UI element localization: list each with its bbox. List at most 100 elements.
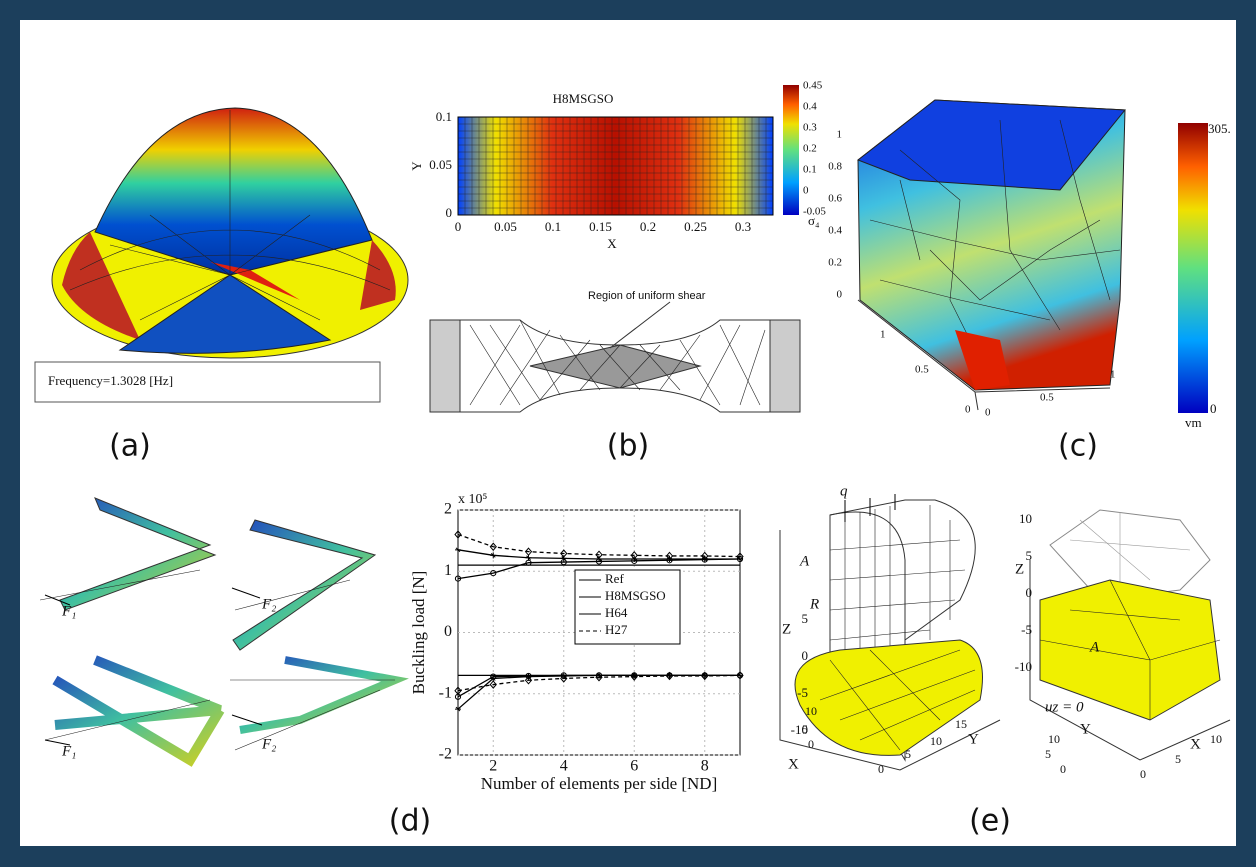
label: 0.2: [828, 257, 842, 269]
label: 0.1: [436, 109, 452, 124]
label: 0: [455, 219, 462, 234]
force-label: F₂: [261, 596, 276, 612]
grip: [770, 320, 800, 412]
label: 0.05: [494, 219, 517, 234]
label: -10: [1015, 659, 1032, 674]
caption: (e): [969, 804, 1011, 839]
label: 0.3: [803, 122, 817, 134]
label: R: [809, 596, 819, 612]
label: 10: [930, 734, 942, 748]
colorbar-bottom: 0: [1210, 401, 1217, 416]
exponent: x 10⁵: [458, 492, 488, 507]
label: A: [1089, 639, 1100, 655]
label: 0.4: [803, 101, 817, 113]
plot-title: H8MSGSO: [553, 91, 614, 106]
label: Y: [1080, 721, 1091, 737]
label: -5: [1021, 622, 1032, 637]
force-label: F₂: [261, 736, 276, 752]
y-axis-label: Buckling load [N]: [409, 571, 428, 695]
x-tick-label: 6: [630, 758, 638, 775]
colorbar-top: 305.: [1208, 121, 1231, 136]
label: 0: [446, 205, 453, 220]
label: 5: [802, 611, 809, 626]
label: 0.5: [1040, 392, 1054, 404]
label: 10: [1048, 732, 1060, 746]
legend-label: H27: [605, 622, 628, 637]
label: 0: [1140, 767, 1146, 781]
caption: (a): [109, 429, 151, 464]
y-tick-label: 1: [444, 562, 452, 579]
label: 10: [1210, 732, 1222, 746]
label: 0: [878, 762, 884, 776]
label: 5: [802, 722, 808, 736]
label: 0: [803, 185, 809, 197]
frequency-label: Frequency=1.3028 [Hz]: [48, 373, 173, 388]
label: 0: [808, 737, 814, 751]
grip: [430, 320, 460, 412]
caption: (d): [389, 804, 431, 839]
label: 0.15: [589, 219, 612, 234]
label: 5: [905, 747, 911, 761]
force-label: F₁: [61, 603, 76, 619]
legend-label: H64: [605, 605, 628, 620]
label: 0: [802, 648, 809, 663]
label: A: [799, 553, 810, 569]
y-label: Y: [409, 161, 424, 171]
x-tick-label: 2: [489, 758, 497, 775]
colorbar: [783, 85, 799, 215]
label: 0.05: [429, 157, 452, 172]
label: 0: [965, 404, 971, 416]
label: -5: [797, 685, 808, 700]
label: Y: [968, 731, 979, 747]
label: 0.45: [803, 80, 823, 92]
y-tick-label: 2: [444, 501, 452, 518]
y-tick-label: -2: [439, 746, 452, 763]
legend-box: [575, 570, 680, 644]
colorbar: [1178, 123, 1208, 413]
x-tick-label: 8: [701, 758, 709, 775]
label: -0.05: [803, 206, 826, 218]
label: 0.4: [828, 225, 842, 237]
label: 0: [1026, 585, 1033, 600]
label: 0.5: [915, 364, 929, 376]
label: 15: [955, 717, 967, 731]
label: X: [1190, 736, 1201, 752]
label: 5: [1045, 747, 1051, 761]
label: 0.1: [545, 219, 561, 234]
x-label: X: [607, 236, 617, 251]
label: 5: [1175, 752, 1181, 766]
label: 10: [805, 704, 817, 718]
colorbar-label: vm: [1185, 415, 1202, 430]
label: X: [788, 756, 799, 772]
y-tick-label: 0: [444, 623, 452, 640]
legend-label: Ref: [605, 571, 624, 586]
label: 0.1: [803, 164, 817, 176]
caption: (c): [1058, 429, 1098, 464]
region-label: Region of uniform shear: [588, 290, 706, 302]
label: 0.8: [828, 161, 842, 173]
label: q: [840, 483, 848, 499]
label: 0.6: [828, 193, 842, 205]
x-axis-label: Number of elements per side [ND]: [481, 774, 718, 793]
label: Z: [782, 621, 791, 637]
label: 0: [1060, 762, 1066, 776]
label: 0.2: [640, 219, 656, 234]
label: 0: [985, 407, 991, 419]
label: 0.3: [735, 219, 751, 234]
label: 0: [837, 289, 843, 301]
figure: Frequency=1.3028 [Hz] (a) H8MSGSO X Y σ₄…: [0, 0, 1256, 862]
label: 0.2: [803, 143, 817, 155]
legend-label: H8MSGSO: [605, 588, 666, 603]
label: uz = 0: [1045, 699, 1084, 715]
label: 1: [837, 129, 843, 141]
label: 10: [1019, 511, 1032, 526]
label: 1: [1110, 369, 1116, 381]
label: 5: [1026, 548, 1033, 563]
label: Z: [1015, 561, 1024, 577]
page: {"panels": { "a": {"frequency": "Frequen…: [0, 0, 1256, 862]
y-tick-label: -1: [439, 684, 452, 701]
label: 0.25: [684, 219, 707, 234]
label: 1: [880, 329, 886, 341]
force-label: F₁: [61, 743, 76, 759]
